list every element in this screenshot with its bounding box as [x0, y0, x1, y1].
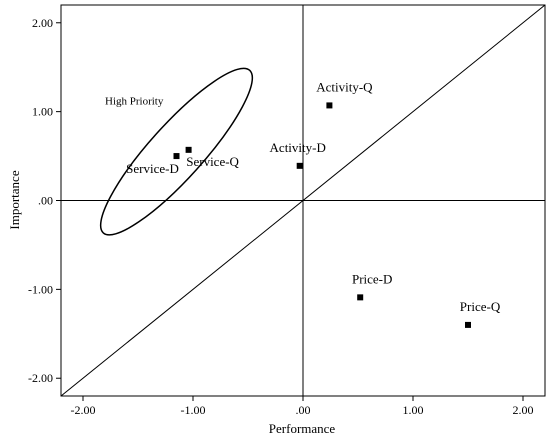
data-point-label: Activity-D [270, 140, 326, 155]
diagonal-reference-line [61, 5, 545, 396]
data-point [326, 102, 333, 109]
data-point-label: Service-Q [186, 154, 239, 169]
data-point-label: Service-D [126, 161, 179, 176]
x-tick-label: -1.00 [181, 403, 206, 417]
x-tick-label: .00 [296, 403, 311, 417]
data-point [173, 153, 180, 160]
data-point [465, 321, 471, 328]
x-tick-label: 1.00 [403, 403, 424, 417]
y-tick-label: 1.00 [32, 105, 53, 119]
y-tick-label: -2.00 [28, 371, 53, 385]
data-point [357, 294, 364, 301]
high-priority-annotation: High Priority [105, 96, 164, 108]
x-axis-title: Performance [269, 421, 336, 436]
data-point-label: Price-D [352, 271, 392, 286]
data-point [185, 146, 192, 153]
reference-lines [61, 5, 545, 396]
y-tick-label: 2.00 [32, 16, 53, 30]
x-tick-label: -2.00 [71, 403, 96, 417]
data-point-label: Price-Q [460, 299, 501, 314]
data-point-label: Activity-Q [316, 79, 373, 94]
y-tick-label: .00 [38, 194, 53, 208]
y-tick-label: -1.00 [28, 282, 53, 296]
high-priority-ellipse [99, 67, 254, 236]
data-point [296, 162, 303, 169]
x-tick-label: 2.00 [513, 403, 534, 417]
y-axis-title: Importance [7, 170, 22, 229]
